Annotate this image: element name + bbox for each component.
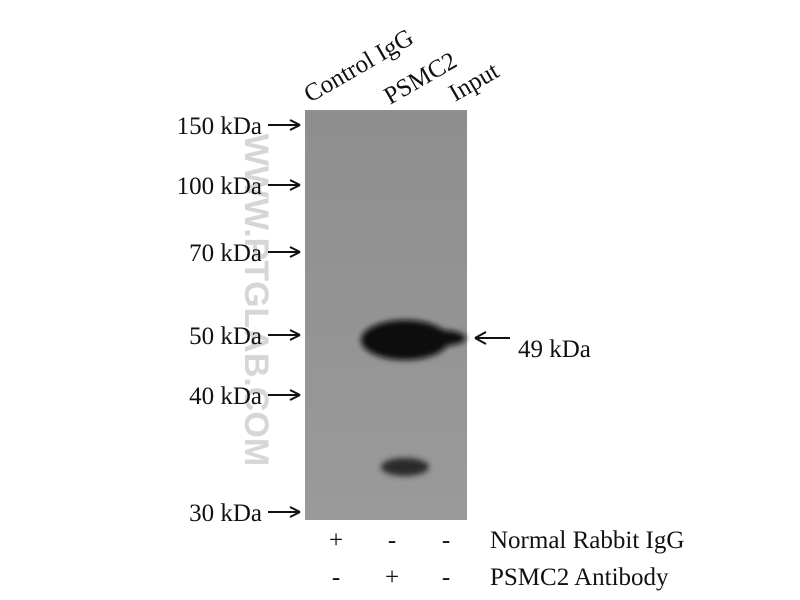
treatment-sign: + — [385, 564, 399, 591]
watermark: WWW.PTGLAB.COM — [237, 134, 275, 466]
band-label: 49 kDa — [518, 336, 591, 363]
marker-arrow — [268, 329, 301, 341]
row-label: PSMC2 Antibody — [490, 564, 669, 591]
marker-arrow — [268, 506, 301, 518]
marker-arrow — [268, 119, 301, 131]
treatment-sign: - — [442, 564, 450, 591]
marker-arrow — [268, 389, 301, 401]
marker-label: 70 kDa — [189, 240, 262, 267]
blot-membrane — [305, 110, 467, 520]
marker-arrow — [268, 179, 301, 191]
band-input — [414, 330, 466, 346]
band-lower — [381, 458, 429, 476]
marker-arrow — [268, 246, 301, 258]
marker-label: 150 kDa — [177, 113, 262, 140]
row-label: Normal Rabbit IgG — [490, 527, 684, 554]
treatment-sign: - — [442, 527, 450, 554]
bands — [361, 320, 466, 476]
band-main — [361, 320, 449, 360]
marker-label: 100 kDa — [177, 173, 262, 200]
marker-label: 40 kDa — [189, 383, 262, 410]
marker-label: 30 kDa — [189, 500, 262, 527]
treatment-sign: - — [332, 564, 340, 591]
marker-label: 50 kDa — [189, 323, 262, 350]
treatment-sign: - — [388, 527, 396, 554]
band-arrow — [474, 331, 510, 345]
treatment-sign: + — [329, 527, 343, 554]
